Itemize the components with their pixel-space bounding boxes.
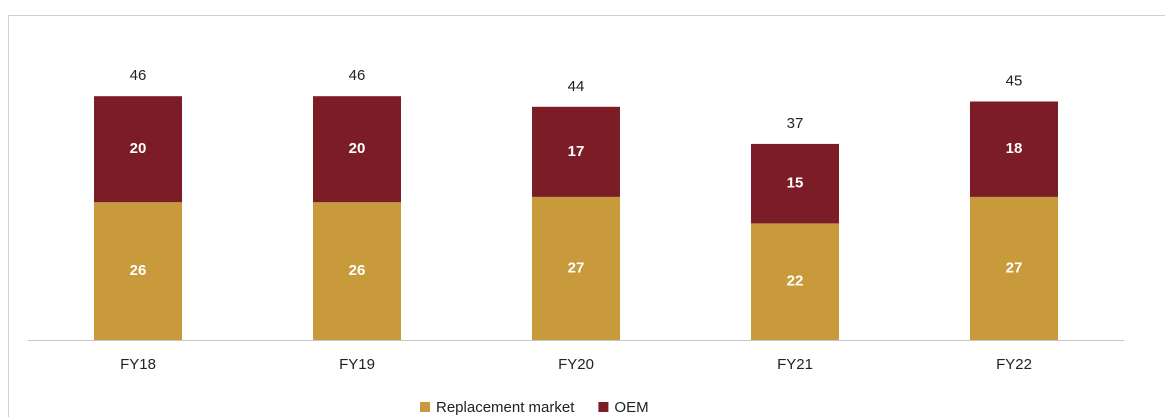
bar-value-label: 18 bbox=[1006, 140, 1023, 157]
bar-value-label: 22 bbox=[787, 273, 804, 290]
total-label: 45 bbox=[1006, 72, 1023, 89]
x-tick-label: FY22 bbox=[996, 356, 1032, 373]
x-tick-label: FY20 bbox=[558, 356, 594, 373]
bar-value-label: 20 bbox=[349, 140, 366, 157]
bar-segment bbox=[751, 143, 839, 224]
bar-value-label: 17 bbox=[568, 143, 585, 160]
bar-segment bbox=[532, 106, 620, 197]
total-label: 46 bbox=[349, 67, 366, 84]
total-label: 37 bbox=[787, 115, 804, 132]
frame bbox=[8, 15, 1165, 417]
x-tick-label: FY21 bbox=[777, 356, 813, 373]
legend-swatch bbox=[420, 402, 430, 412]
total-label: 44 bbox=[568, 78, 585, 95]
bar-value-label: 27 bbox=[568, 259, 585, 276]
bar-segment bbox=[532, 196, 620, 340]
bar-segment bbox=[970, 101, 1058, 197]
bar-segment bbox=[313, 202, 401, 340]
bar-segment bbox=[970, 196, 1058, 340]
bar-value-label: 27 bbox=[1006, 259, 1023, 276]
bar-segment bbox=[94, 96, 182, 203]
bar-value-label: 15 bbox=[787, 175, 804, 192]
bar-value-label: 26 bbox=[349, 262, 366, 279]
x-tick-label: FY18 bbox=[120, 356, 156, 373]
x-tick-label: FY19 bbox=[339, 356, 375, 373]
legend-label: Replacement market bbox=[436, 399, 575, 416]
bar-value-label: 26 bbox=[130, 262, 147, 279]
legend-label: OEM bbox=[614, 399, 648, 416]
total-label: 46 bbox=[130, 67, 147, 84]
bar-segment bbox=[94, 202, 182, 340]
bar-segment bbox=[751, 223, 839, 340]
legend-swatch bbox=[598, 402, 609, 412]
bar-segment bbox=[313, 96, 401, 203]
bar-value-label: 20 bbox=[130, 140, 147, 157]
